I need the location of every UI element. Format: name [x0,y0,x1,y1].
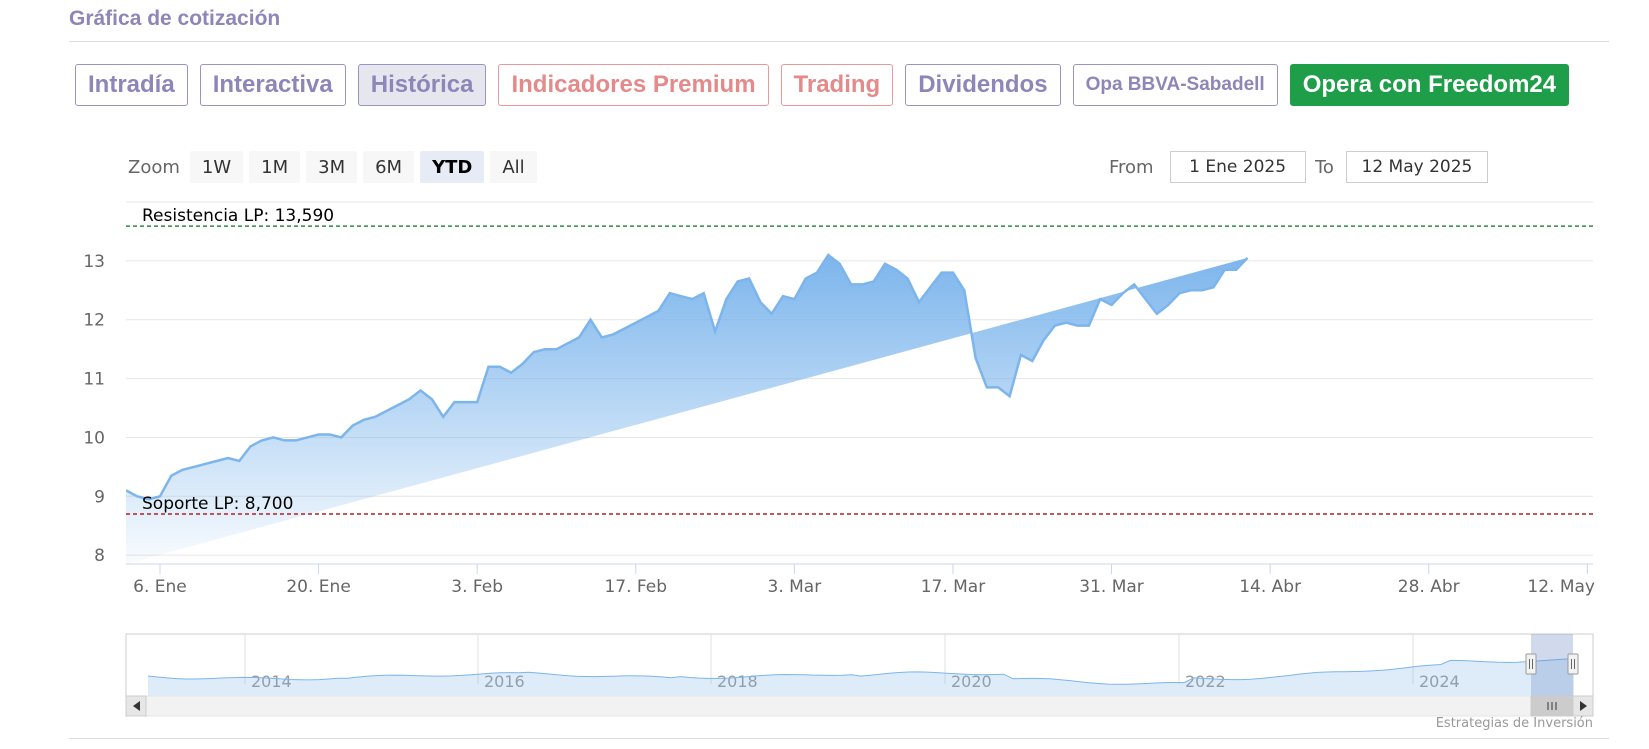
zoom-1m-button[interactable]: 1M [249,151,301,183]
x-tick-label: 6. Ene [133,577,187,597]
bottom-divider [69,738,1609,739]
x-tick-label: 3. Mar [768,577,822,597]
support-label: Soporte LP: 8,700 [142,494,293,514]
arrow-right-icon [1580,701,1587,711]
x-tick-label: 31. Mar [1079,577,1144,597]
navigator-year-label: 2014 [251,672,292,691]
y-tick-label: 13 [83,252,105,272]
chart-navigator[interactable]: 201420162018202020222024 [0,632,1649,717]
scrollbar-track[interactable] [125,695,1594,717]
tab-indicadores-premium[interactable]: Indicadores Premium [498,64,769,106]
y-tick-label: 12 [83,311,105,331]
from-label: From [1109,156,1154,178]
zoom-all-button[interactable]: All [490,151,537,183]
zoom-selector: Zoom 1W 1M 3M 6M YTD All [128,151,537,183]
x-tick-label: 3. Feb [451,577,503,597]
y-tick-label: 11 [83,370,105,390]
price-chart[interactable]: 8 9 10 11 12 13 6. Ene 20. Ene 3. Feb 17. Feb 3. M… [0,190,1649,600]
to-date-input[interactable] [1345,151,1488,183]
zoom-ytd-button[interactable]: YTD [420,151,485,183]
title-divider [69,41,1609,42]
zoom-1w-button[interactable]: 1W [189,151,244,183]
tab-interactiva[interactable]: Interactiva [199,64,346,106]
arrow-left-icon [133,701,140,711]
x-tick-label: 12. May [1527,577,1595,597]
navigator-year-label: 2020 [951,672,992,691]
x-tick-label: 17. Mar [921,577,986,597]
chart-tabs: Intradía Interactiva Histórica Indicadores … [75,64,1570,106]
navigator-selection[interactable] [1531,634,1573,696]
x-tick-label: 14. Abr [1239,577,1301,597]
navigator-year-label: 2016 [484,672,525,691]
x-tick-label: 17. Feb [604,577,667,597]
tab-opera-con-freedom24[interactable]: Opera con Freedom24 [1289,64,1570,106]
tab-trading[interactable]: Trading [780,64,894,106]
navigator-frame [125,633,1594,697]
to-label: To [1315,156,1334,178]
navigator-left-handle[interactable] [1525,653,1537,675]
y-tick-label: 10 [83,428,105,448]
zoom-6m-button[interactable]: 6M [363,151,415,183]
zoom-label: Zoom [128,156,180,178]
range-to: To [1315,151,1488,183]
price-line [126,253,1249,501]
navigator-year-label: 2022 [1185,672,1226,691]
navigator-line [147,658,1575,685]
tab-opa-bbva-sabadell[interactable]: Opa BBVA-Sabadell [1072,64,1278,106]
x-tick-label: 20. Ene [286,577,350,597]
navigator-year-label: 2024 [1419,672,1460,691]
zoom-3m-button[interactable]: 3M [306,151,358,183]
range-from: From [1109,151,1306,183]
resistance-label: Resistencia LP: 13,590 [142,206,334,226]
tab-intradia[interactable]: Intradía [75,64,188,106]
price-area [126,255,1248,564]
navigator-area [148,658,1574,696]
y-tick-label: 8 [94,546,105,566]
from-date-input[interactable] [1169,151,1306,183]
tab-dividendos[interactable]: Dividendos [905,64,1061,106]
x-tick-label: 28. Abr [1398,577,1460,597]
chart-credit: Estrategias de Inversión [1435,716,1593,731]
y-tick-label: 9 [94,487,105,507]
tab-historica[interactable]: Histórica [357,64,487,106]
section-title: Gráfica de cotización [69,7,281,30]
navigator-right-handle[interactable] [1567,653,1579,675]
